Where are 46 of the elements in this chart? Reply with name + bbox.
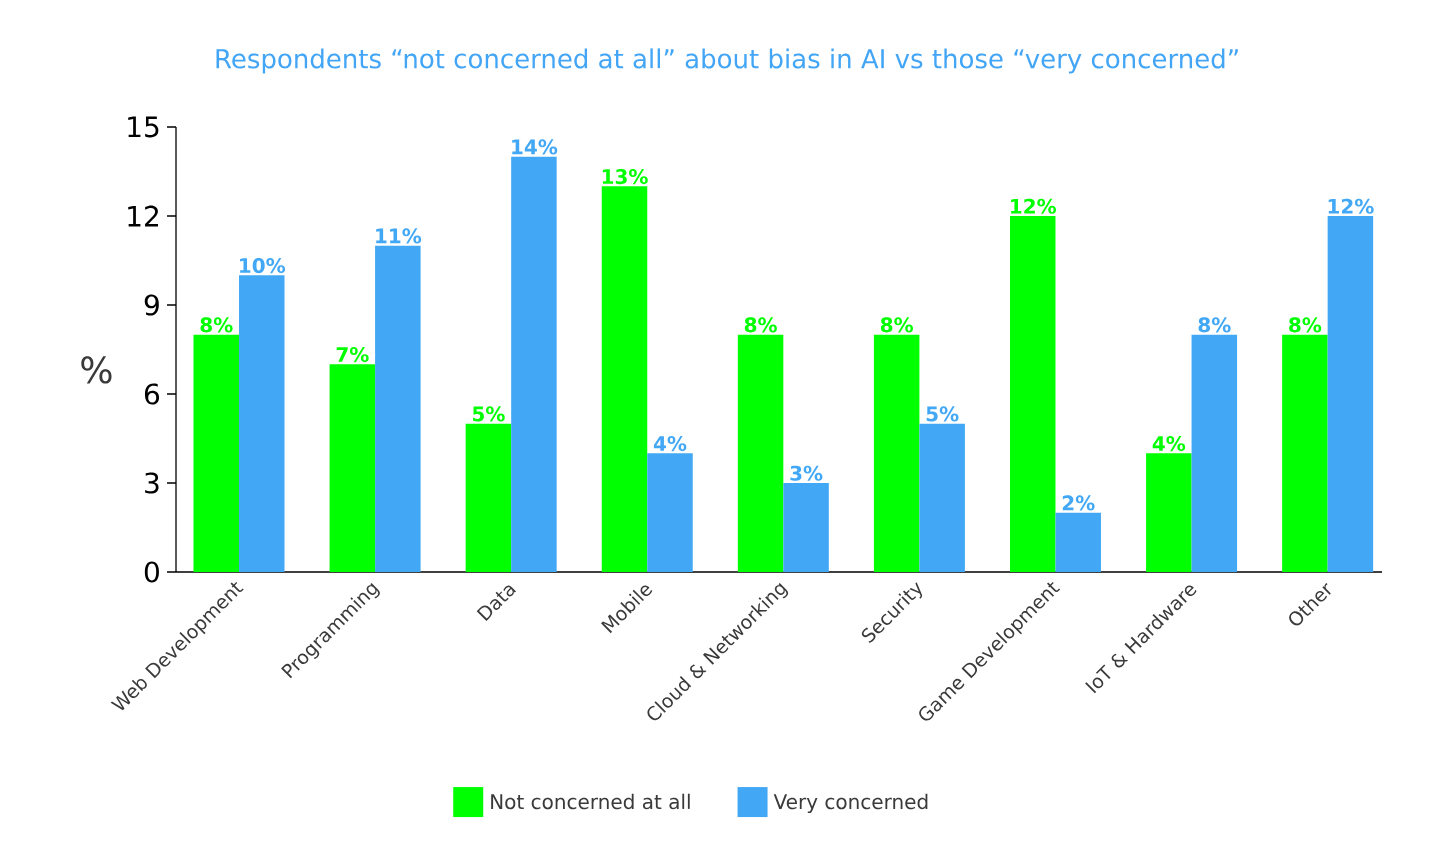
bar xyxy=(193,334,240,572)
y-tick-label: 3 xyxy=(145,472,159,494)
data-label: 3% xyxy=(790,465,823,481)
chart-title: Respondents “not concerned at all” about bias in AI vs those “very concerned” xyxy=(216,48,1238,74)
bar xyxy=(1146,453,1192,572)
data-label: 4% xyxy=(1152,436,1186,452)
legend-label: Very concerned xyxy=(773,793,928,814)
data-label: 8% xyxy=(1289,317,1322,333)
bar xyxy=(737,334,784,572)
bar xyxy=(1009,216,1056,572)
data-label: 8% xyxy=(1198,317,1231,333)
data-label: 12% xyxy=(1011,198,1057,214)
data-label: 2% xyxy=(1062,495,1095,511)
data-label: 7% xyxy=(336,347,369,363)
data-label: 12% xyxy=(1328,198,1374,214)
data-label: 4% xyxy=(653,436,687,452)
y-tick-label: 15 xyxy=(128,116,159,138)
bar xyxy=(511,156,557,572)
data-label: 8% xyxy=(880,317,913,333)
legend-label: Not concerned at all xyxy=(491,793,690,810)
bar xyxy=(329,364,376,572)
bar xyxy=(919,423,965,572)
bar xyxy=(873,334,920,572)
data-label: 14% xyxy=(512,139,558,155)
data-label: 5% xyxy=(472,406,505,422)
bar xyxy=(1282,334,1328,572)
bar xyxy=(1055,512,1101,572)
bar xyxy=(783,483,829,572)
data-label: 5% xyxy=(926,406,959,422)
bar xyxy=(1327,216,1374,572)
data-label: 10% xyxy=(240,258,286,274)
bar xyxy=(647,453,693,572)
y-tick-label: 9 xyxy=(144,294,159,316)
bar xyxy=(1191,334,1238,572)
y-axis-title: % xyxy=(81,356,112,384)
data-label: 8% xyxy=(744,317,777,333)
bar xyxy=(375,245,421,572)
y-tick-label: 6 xyxy=(144,383,160,405)
bar xyxy=(601,186,648,572)
y-tick-label: 0 xyxy=(144,561,159,583)
bar xyxy=(239,275,285,572)
y-tick-label: 12 xyxy=(128,205,158,227)
data-label: 13% xyxy=(602,169,648,185)
data-label: 8% xyxy=(200,317,233,333)
bar xyxy=(465,423,512,572)
data-label: 11% xyxy=(376,228,422,244)
